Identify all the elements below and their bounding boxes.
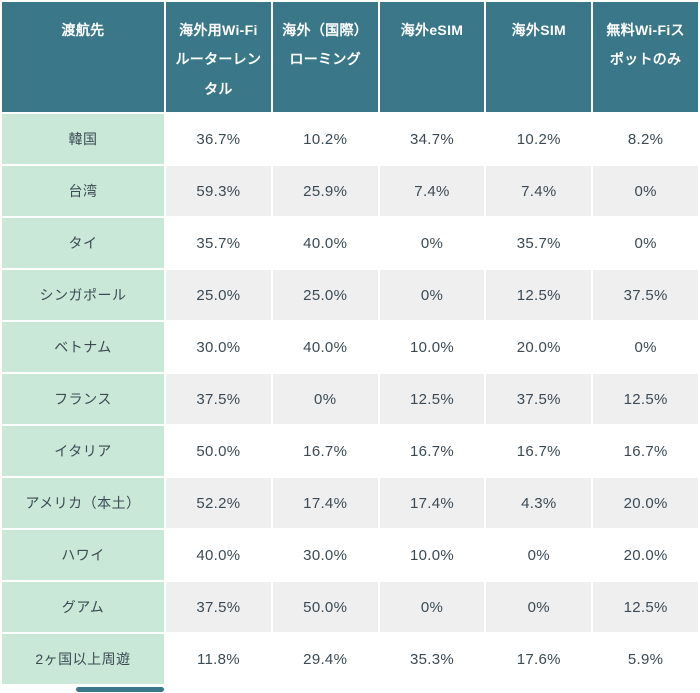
value-cell: 52.2% [164,476,273,530]
value-cell: 30.0% [270,528,380,582]
value-cell: 10.0% [377,320,487,374]
destination-cell: ベトナム [0,320,166,374]
value-cell: 30.0% [164,320,273,374]
table-row: 2ヶ国以上周遊 11.8% 29.4% 35.3% 17.6% 5.9% [0,632,700,686]
value-cell: 16.7% [591,424,700,478]
horizontal-scrollbar[interactable] [0,687,700,693]
table-row: アメリカ（本土） 52.2% 17.4% 17.4% 4.3% 20.0% [0,476,700,530]
destination-cell: フランス [0,372,166,426]
value-cell: 34.7% [377,112,487,166]
destination-cell: シンガポール [0,268,166,322]
table-body: 韓国 36.7% 10.2% 34.7% 10.2% 8.2% 台湾 59.3% 25.9% 7.… [0,112,700,686]
destination-cell: タイ [0,216,166,270]
value-cell: 20.0% [484,320,594,374]
destination-cell: 2ヶ国以上周遊 [0,632,166,686]
value-cell: 50.0% [270,580,380,634]
value-cell: 16.7% [484,424,594,478]
value-cell: 0% [591,164,700,218]
value-cell: 8.2% [591,112,700,166]
table-row: 台湾 59.3% 25.9% 7.4% 7.4% 0% [0,164,700,218]
destination-cell: 韓国 [0,112,166,166]
value-cell: 17.4% [377,476,487,530]
value-cell: 10.2% [484,112,594,166]
value-cell: 0% [484,528,594,582]
destination-cell: グアム [0,580,166,634]
value-cell: 50.0% [164,424,273,478]
value-cell: 16.7% [377,424,487,478]
value-cell: 29.4% [270,632,380,686]
value-cell: 17.6% [484,632,594,686]
value-cell: 0% [377,268,487,322]
table-row: ハワイ 40.0% 30.0% 10.0% 0% 20.0% [0,528,700,582]
value-cell: 16.7% [270,424,380,478]
table-row: フランス 37.5% 0% 12.5% 37.5% 12.5% [0,372,700,426]
value-cell: 12.5% [484,268,594,322]
destination-cell: アメリカ（本土） [0,476,166,530]
value-cell: 12.5% [591,580,700,634]
value-cell: 20.0% [591,528,700,582]
table-header: 渡航先 海外用Wi-Fiルーターレンタル 海外（国際）ローミング 海外eSIM 海外SI… [0,0,700,114]
value-cell: 0% [377,216,487,270]
value-cell: 5.9% [591,632,700,686]
scrollbar-thumb[interactable] [76,687,164,692]
destination-cell: ハワイ [0,528,166,582]
destination-cell: 台湾 [0,164,166,218]
value-cell: 40.0% [270,320,380,374]
value-cell: 40.0% [164,528,273,582]
value-cell: 35.3% [377,632,487,686]
header-row: 渡航先 海外用Wi-Fiルーターレンタル 海外（国際）ローミング 海外eSIM 海外SI… [0,0,700,114]
column-header: 海外SIM [484,0,594,114]
value-cell: 35.7% [484,216,594,270]
value-cell: 37.5% [164,580,273,634]
value-cell: 0% [591,320,700,374]
value-cell: 59.3% [164,164,273,218]
value-cell: 25.0% [270,268,380,322]
value-cell: 4.3% [484,476,594,530]
value-cell: 37.5% [164,372,273,426]
column-header: 海外用Wi-Fiルーターレンタル [164,0,273,114]
value-cell: 12.5% [377,372,487,426]
value-cell: 7.4% [377,164,487,218]
column-header: 海外eSIM [377,0,487,114]
value-cell: 0% [591,216,700,270]
table-row: ベトナム 30.0% 40.0% 10.0% 20.0% 0% [0,320,700,374]
value-cell: 36.7% [164,112,273,166]
table-row: タイ 35.7% 40.0% 0% 35.7% 0% [0,216,700,270]
table-row: イタリア 50.0% 16.7% 16.7% 16.7% 16.7% [0,424,700,478]
value-cell: 0% [270,372,380,426]
value-cell: 12.5% [591,372,700,426]
column-header: 無料Wi-Fiスポットのみ [591,0,700,114]
value-cell: 0% [484,580,594,634]
table-row: シンガポール 25.0% 25.0% 0% 12.5% 37.5% [0,268,700,322]
value-cell: 25.9% [270,164,380,218]
value-cell: 20.0% [591,476,700,530]
value-cell: 17.4% [270,476,380,530]
table-row: グアム 37.5% 50.0% 0% 0% 12.5% [0,580,700,634]
value-cell: 11.8% [164,632,273,686]
value-cell: 37.5% [591,268,700,322]
value-cell: 10.2% [270,112,380,166]
value-cell: 10.0% [377,528,487,582]
column-header: 海外（国際）ローミング [270,0,380,114]
value-cell: 37.5% [484,372,594,426]
value-cell: 35.7% [164,216,273,270]
value-cell: 25.0% [164,268,273,322]
value-cell: 7.4% [484,164,594,218]
destination-column-header: 渡航先 [0,0,166,114]
table-row: 韓国 36.7% 10.2% 34.7% 10.2% 8.2% [0,112,700,166]
destination-cell: イタリア [0,424,166,478]
value-cell: 0% [377,580,487,634]
value-cell: 40.0% [270,216,380,270]
